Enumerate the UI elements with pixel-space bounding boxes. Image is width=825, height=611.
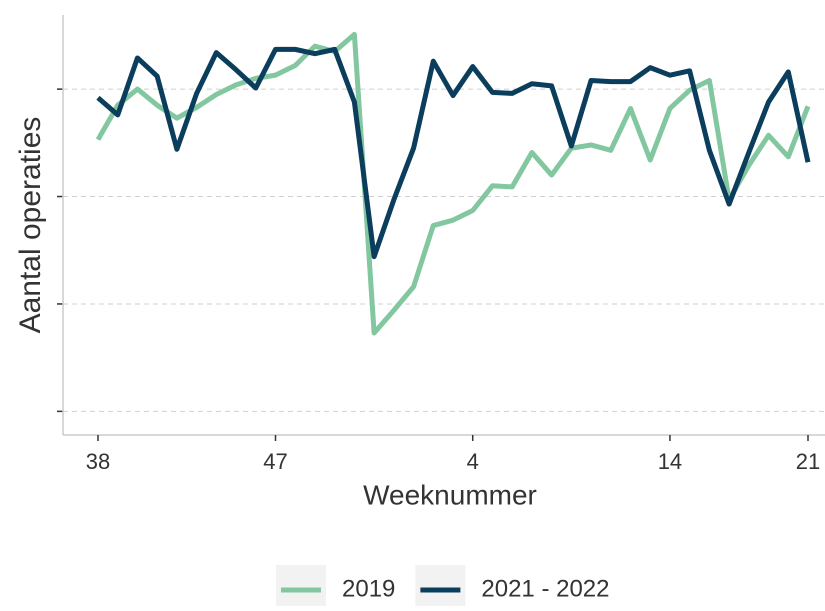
legend-label: 2021 - 2022 <box>481 575 609 602</box>
legend-key <box>276 565 326 611</box>
x-tick-label: 4 <box>467 449 479 474</box>
x-tick-label: 47 <box>263 449 287 474</box>
legend-key <box>415 565 466 611</box>
y-axis-title: Aantal operaties <box>14 117 47 334</box>
x-axis-title: Weeknummer <box>363 479 537 510</box>
x-tick-label: 21 <box>796 449 820 474</box>
series-line <box>96 46 811 260</box>
series-line <box>95 31 811 336</box>
x-tick-label: 14 <box>658 449 682 474</box>
x-tick-label: 38 <box>86 449 110 474</box>
legend-label: 2019 <box>342 575 395 602</box>
